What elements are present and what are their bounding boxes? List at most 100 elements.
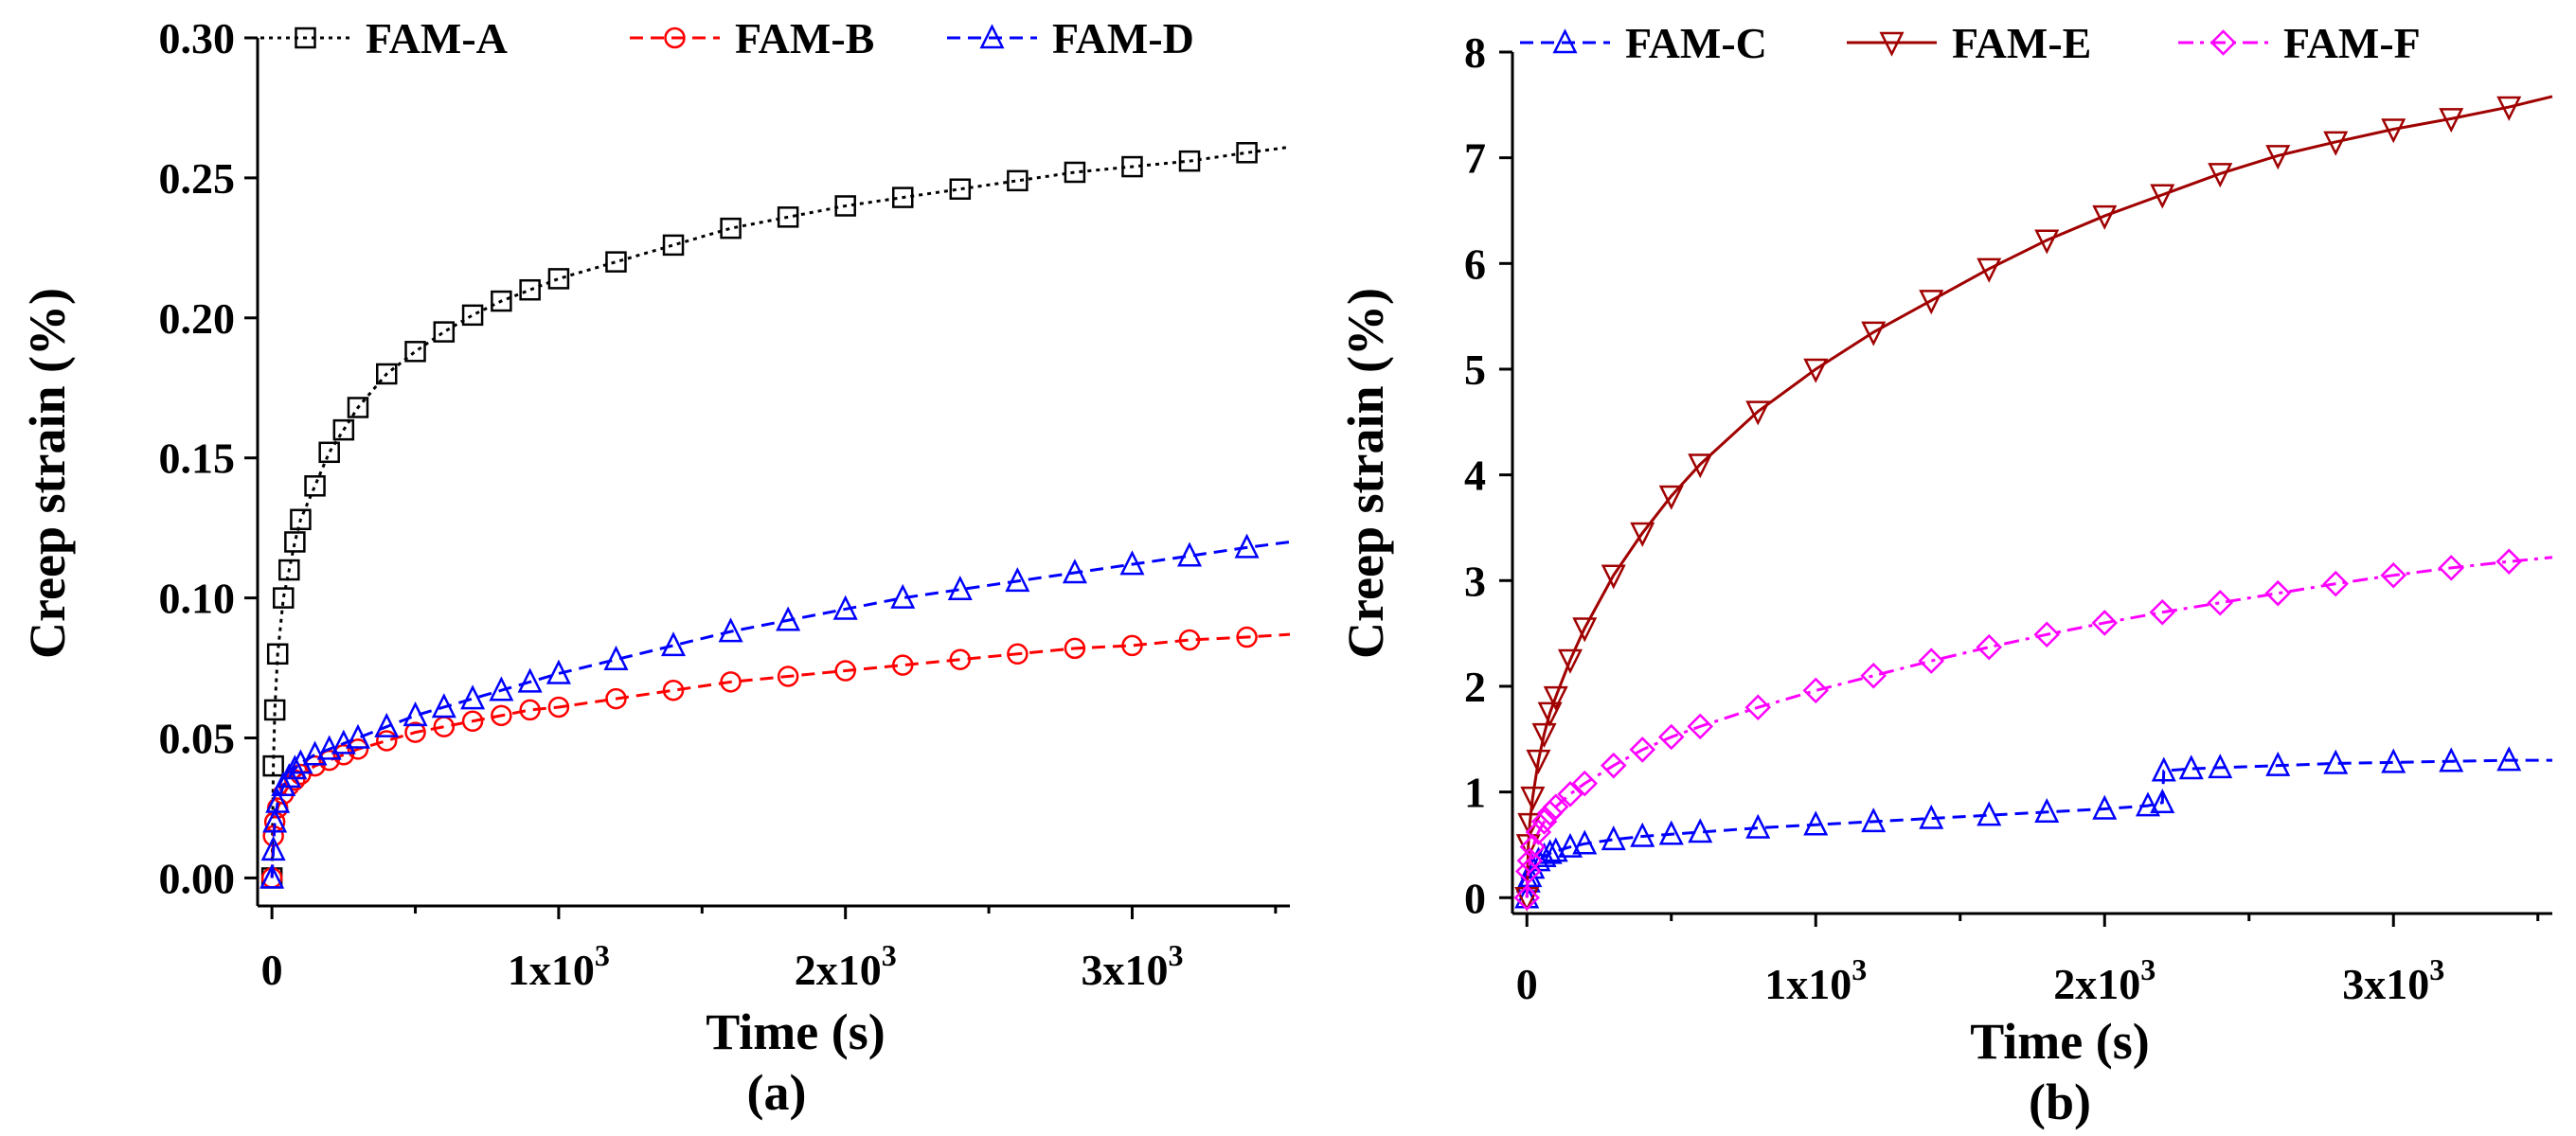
panel-a-point-fam-a (1121, 155, 1143, 178)
panel-a-point-fam-a (318, 441, 340, 464)
panel-b-x-tick-exponent: 3 (2140, 952, 2156, 986)
panel-b-y-tick-label: 8 (1464, 28, 1486, 77)
panel-a-x-tick-label: 2x103 (795, 938, 897, 994)
panel-a-y-axis-label: Creep strain (%) (19, 288, 76, 659)
panel-b-point-fam-f (2380, 561, 2407, 589)
panel-a-point-fam-d (260, 836, 286, 861)
panel-b-point-fam-c (1861, 808, 1887, 833)
panel-b-y-tick-label: 6 (1464, 240, 1486, 288)
panel-a-point-fam-d (262, 808, 288, 833)
panel-b-point-fam-c (2496, 746, 2522, 772)
panel-a-y-ticks: 0.00 0.05 0.10 0.15 0.20 0.25 0.30 (159, 14, 258, 902)
panel-b-point-fam-f (1744, 694, 1772, 721)
panel-a-legend-item-fam-b: FAM-B (630, 14, 874, 62)
panel-b-point-fam-f (2149, 599, 2176, 626)
panel-a-y-tick-label: 0.00 (159, 854, 236, 902)
panel-a-legend-label: FAM-D (1052, 14, 1194, 62)
panel-b-point-fam-c (1601, 825, 1626, 851)
panel-a-point-fam-a (263, 699, 286, 721)
panel-a-point-fam-a (266, 643, 289, 666)
panel-a-y-tick-label: 0.30 (159, 14, 236, 62)
panel-b-legend-item-fam-f: FAM-F (2178, 19, 2421, 67)
panel-a-point-fam-b (491, 704, 512, 727)
panel-b-point-fam-f (2091, 610, 2119, 636)
panel-b-point-fam-c (1531, 842, 1557, 867)
panel-a-point-fam-a (605, 251, 627, 273)
panel-b-legend-item-fam-c: FAM-C (1520, 19, 1767, 67)
panel-a-point-fam-b (834, 660, 856, 682)
panel-b-point-fam-f (2033, 621, 2061, 648)
panel-b-point-fam-f (2322, 570, 2350, 597)
panel-b-point-fam-f (2207, 589, 2234, 616)
panel-a-legend-label: FAM-B (735, 14, 874, 62)
panel-a-point-fam-b (1007, 643, 1029, 666)
panel-b-point-fam-f (1629, 737, 1656, 763)
panel-a-point-fam-d (345, 723, 370, 749)
panel-b-point-fam-c (2092, 794, 2118, 820)
panel-b-point-fam-e (2496, 96, 2522, 121)
panel-b-point-fam-f (1542, 793, 1569, 820)
panel-a-point-fam-b (1121, 634, 1143, 657)
panel-a-legend-label: FAM-A (366, 14, 508, 62)
panel-b-y-tick-label: 1 (1464, 769, 1486, 817)
panel-a-point-fam-a (777, 206, 799, 228)
panel-b-point-fam-f (1976, 633, 2003, 661)
panel-b-y-ticks: 0 1 2 3 4 5 6 7 8 (1464, 28, 1512, 922)
panel-a-point-fam-b (318, 749, 340, 772)
panel-a-point-fam-a (332, 418, 355, 441)
panel-a-point-fam-d (517, 667, 543, 693)
panel-a-point-fam-a (1236, 142, 1258, 164)
panel-a-point-fam-d (1119, 550, 1145, 576)
panel-b-point-fam-e (2323, 131, 2349, 156)
panel-a-point-fam-a (491, 290, 512, 312)
panel-a-point-fam-b (720, 671, 742, 693)
panel-b-point-fam-e (1531, 722, 1557, 748)
panel-b-point-fam-c (2034, 798, 2060, 824)
panel-a-point-fam-a (278, 559, 300, 581)
panel-a-point-fam-a (273, 587, 295, 609)
panel-a-point-fam-d (832, 595, 858, 620)
panel-b-point-fam-c (1688, 818, 1713, 843)
panel-a-x-tick-exponent: 3 (882, 938, 897, 972)
panel-a-point-fam-a (720, 217, 742, 240)
panel-a-y-tick-label: 0.10 (159, 575, 236, 623)
panel-b-x-tick-label: 3x103 (2342, 952, 2444, 1008)
panel-b-point-fam-f (1657, 723, 1685, 751)
panel-b-point-fam-e (2150, 184, 2175, 209)
panel-b-point-fam-e (2034, 229, 2060, 255)
panel-a-point-fam-d (402, 701, 428, 727)
panel-a-plot-area (256, 38, 1290, 908)
panel-b-line-fam-e (1525, 95, 2553, 898)
panel-b-point-fam-f (1536, 800, 1564, 826)
panel-a-point-fam-b (519, 699, 541, 721)
panel-a-legend-marker (295, 27, 316, 49)
panel-a-point-fam-d (1062, 559, 1087, 584)
panel-b-x-tick-label: 0 (1516, 960, 1538, 1008)
panel-b-point-fam-f (1600, 752, 1627, 779)
panel-b-point-fam-e (1688, 453, 1713, 479)
panel-a-point-fam-a (290, 508, 312, 531)
panel-a-legend-item-fam-a: FAM-A (260, 14, 508, 62)
panel-b-point-fam-c (2439, 747, 2464, 772)
panel-a-point-fam-d (277, 763, 302, 789)
panel-a-point-fam-a (1064, 161, 1086, 184)
panel-a-point-fam-d (1005, 567, 1030, 593)
panel-a-point-fam-d (1234, 533, 1260, 559)
panel-a-point-fam-d (890, 583, 916, 609)
panel-a-series-fam-d (259, 533, 1291, 889)
panel-b-series-fam-f (1513, 548, 2553, 912)
panel-b-point-fam-f (1516, 847, 1544, 874)
panel-b-point-fam-c (1572, 829, 1598, 855)
panel-a-point-fam-b (332, 744, 355, 766)
panel-a-point-fam-a (304, 475, 326, 497)
panel-a-x-tick-label: 1x103 (508, 938, 610, 994)
panel-b-point-fam-c (2381, 748, 2406, 773)
panel-a-series-fam-a (260, 142, 1291, 889)
panel-b-y-tick-label: 4 (1464, 452, 1486, 500)
panel-b-point-fam-f (1513, 884, 1541, 912)
panel-a-point-fam-d (431, 693, 456, 719)
panel-b-point-fam-f (1557, 781, 1583, 808)
panel-b-point-fam-c (1557, 832, 1583, 858)
